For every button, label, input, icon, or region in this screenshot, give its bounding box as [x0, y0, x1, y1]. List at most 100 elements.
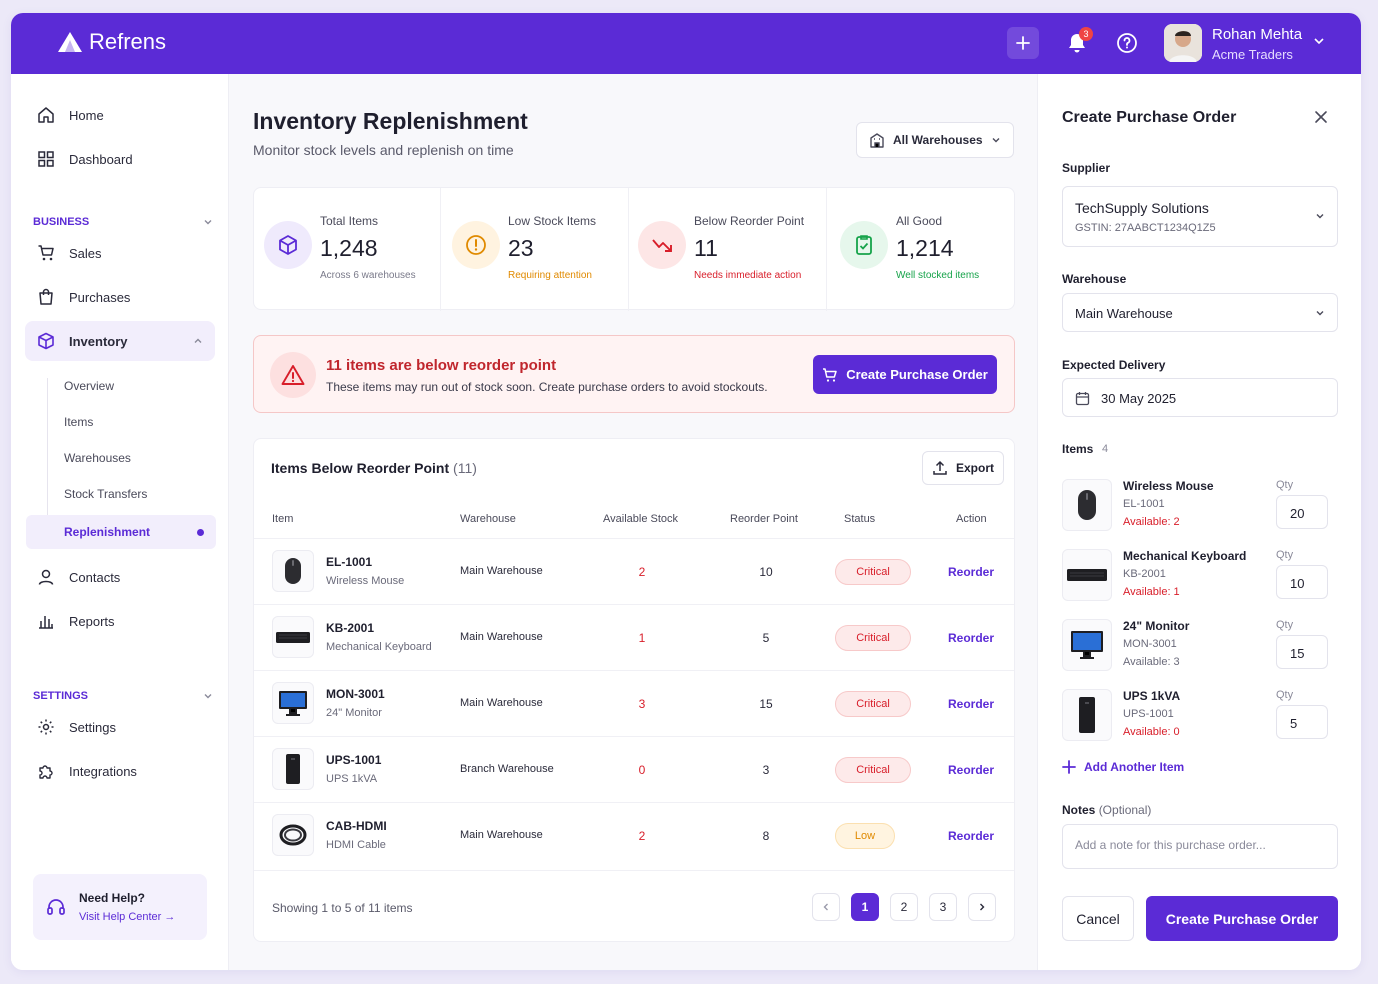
pagination-page-3[interactable]: 3	[929, 893, 957, 921]
button-label: Create Purchase Order	[846, 367, 988, 382]
reorder-link[interactable]: Reorder	[948, 565, 995, 579]
add-another-item-button[interactable]: Add Another Item	[1062, 760, 1184, 774]
warehouse-filter-select[interactable]: All Warehouses	[856, 122, 1014, 158]
stat-value: 23	[508, 235, 534, 261]
item-sku: KB-2001	[326, 621, 375, 635]
sidebar-item-dashboard[interactable]: Dashboard	[25, 139, 215, 179]
qty-input[interactable]: 5	[1276, 705, 1328, 739]
delivery-label: Expected Delivery	[1062, 358, 1166, 372]
pagination-page-2[interactable]: 2	[890, 893, 918, 921]
add-button[interactable]	[1007, 27, 1039, 59]
cart-icon	[823, 367, 837, 382]
item-available-stock: 0	[638, 763, 646, 777]
top-bar: Refrens 3 Rohan Mehta Acme Traders	[11, 13, 1361, 74]
status-badge: Critical	[835, 691, 911, 717]
delivery-date-value: 30 May 2025	[1101, 391, 1177, 406]
qty-input[interactable]: 20	[1276, 495, 1328, 529]
sidebar-subitem-items[interactable]: Items	[64, 415, 94, 429]
chevron-down-icon	[204, 694, 212, 699]
notifications-button[interactable]: 3	[1063, 27, 1093, 59]
notes-label: Notes (Optional)	[1062, 803, 1151, 817]
po-item-name: Mechanical Keyboard	[1123, 549, 1247, 563]
qty-input[interactable]: 10	[1276, 565, 1328, 599]
upload-icon	[933, 460, 947, 475]
sidebar-item-inventory[interactable]: Inventory	[25, 321, 215, 361]
po-item-sku: EL-1001	[1123, 498, 1165, 510]
help-center-link[interactable]: Visit Help Center →	[79, 911, 175, 923]
cancel-button[interactable]: Cancel	[1062, 896, 1134, 941]
grid-icon	[38, 151, 54, 167]
user-name[interactable]: Rohan Mehta	[1212, 26, 1303, 43]
table-row: EL-1001 Wireless Mouse Main Warehouse 2 …	[254, 539, 1014, 605]
warehouse-select[interactable]: Main Warehouse	[1062, 293, 1338, 332]
reorder-link[interactable]: Reorder	[948, 631, 995, 645]
building-icon	[870, 133, 884, 148]
sidebar-subitem-overview[interactable]: Overview	[64, 379, 115, 393]
help-button[interactable]	[1113, 29, 1141, 57]
alert-text: These items may run out of stock soon. C…	[326, 380, 768, 394]
delivery-date-input[interactable]: 30 May 2025	[1062, 378, 1338, 417]
stat-value: 1,214	[896, 235, 954, 261]
active-dot	[197, 529, 204, 536]
sidebar-subitem-replenishment[interactable]: Replenishment	[26, 515, 216, 549]
bar-chart-icon	[39, 616, 53, 629]
status-badge: Critical	[835, 757, 911, 783]
cart-icon	[38, 245, 54, 261]
sidebar-item-label: Settings	[69, 719, 116, 735]
plus-icon	[1062, 760, 1076, 774]
export-button[interactable]: Export	[922, 451, 1004, 485]
sidebar-subitem-stock-transfers[interactable]: Stock Transfers	[64, 487, 148, 501]
item-sku: MON-3001	[326, 687, 385, 701]
sidebar-section-business[interactable]: BUSINESS	[33, 216, 213, 228]
reorder-table-card: Items Below Reorder Point (11) Export It…	[253, 438, 1015, 942]
brand-logo[interactable]: Refrens	[57, 29, 166, 55]
help-center-card[interactable]: Need Help? Visit Help Center →	[33, 874, 207, 940]
notification-count-badge: 3	[1079, 27, 1093, 41]
table-title-text: Items Below Reorder Point	[271, 460, 450, 476]
pagination-prev-button[interactable]	[812, 893, 840, 921]
item-sku: UPS-1001	[326, 753, 382, 767]
stat-divider	[440, 188, 441, 311]
reorder-link[interactable]: Reorder	[948, 763, 995, 777]
sidebar-item-purchases[interactable]: Purchases	[25, 277, 215, 317]
sidebar-item-home[interactable]: Home	[25, 95, 215, 135]
sidebar-item-label: Contacts	[69, 569, 121, 585]
sidebar-item-reports[interactable]: Reports	[25, 601, 215, 641]
po-item-name: 24" Monitor	[1123, 619, 1190, 633]
qty-input[interactable]: 15	[1276, 635, 1328, 669]
sidebar-item-integrations[interactable]: Integrations	[25, 751, 215, 791]
pagination-next-button[interactable]	[968, 893, 996, 921]
sidebar-item-settings[interactable]: Settings	[25, 707, 215, 747]
stat-label: All Good	[896, 214, 943, 228]
user-menu-chevron-icon[interactable]	[1313, 35, 1325, 50]
stat-note: Well stocked items	[896, 270, 980, 281]
gear-icon	[38, 719, 54, 735]
status-badge: Low	[835, 823, 895, 849]
sidebar-item-contacts[interactable]: Contacts	[25, 557, 215, 597]
reorder-link[interactable]: Reorder	[948, 697, 995, 711]
stat-label: Low Stock Items	[508, 214, 597, 228]
sidebar-item-sales[interactable]: Sales	[25, 233, 215, 273]
reorder-link[interactable]: Reorder	[948, 829, 995, 843]
close-icon[interactable]	[1314, 110, 1328, 127]
notes-label-text: Notes	[1062, 803, 1096, 817]
chevron-down-icon	[204, 220, 212, 225]
sidebar-subitem-warehouses[interactable]: Warehouses	[64, 451, 131, 465]
po-item-sku: MON-3001	[1123, 638, 1177, 650]
notes-textarea[interactable]: Add a note for this purchase order...	[1062, 824, 1338, 869]
sidebar-section-settings[interactable]: SETTINGS	[33, 690, 213, 702]
stat-below-reorder: Below Reorder Point 11 Needs immediate a…	[628, 188, 818, 311]
item-sku: EL-1001	[326, 555, 373, 569]
create-purchase-order-submit-button[interactable]: Create Purchase Order	[1146, 896, 1338, 941]
chevron-down-icon	[992, 138, 1000, 143]
item-reorder-point: 3	[762, 763, 770, 777]
supplier-select[interactable]: TechSupply Solutions GSTIN: 27AABCT1234Q…	[1062, 186, 1338, 247]
po-item-available: Available: 2	[1123, 516, 1180, 528]
section-label: SETTINGS	[33, 690, 89, 702]
po-line-item: 24" Monitor MON-3001 Available: 3 Qty 15	[1062, 619, 1338, 679]
create-purchase-order-button[interactable]: Create Purchase Order	[813, 355, 997, 394]
pagination-page-1[interactable]: 1	[851, 893, 879, 921]
item-available-stock: 2	[638, 829, 646, 843]
trend-down-icon	[638, 221, 686, 269]
user-avatar[interactable]	[1164, 24, 1202, 62]
